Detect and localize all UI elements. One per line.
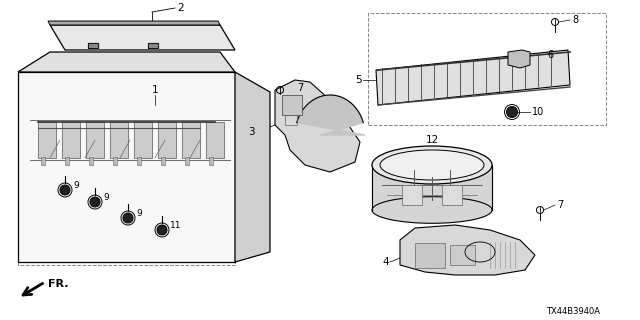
Bar (86, 122, 104, 158)
Text: TX44B3940A: TX44B3940A (546, 308, 600, 316)
Bar (62, 122, 80, 158)
Polygon shape (508, 50, 530, 68)
Circle shape (506, 107, 518, 117)
Bar (415, 243, 445, 268)
Text: 9: 9 (136, 209, 141, 218)
Bar (110, 122, 128, 158)
Text: 3: 3 (248, 127, 255, 137)
Text: 1: 1 (152, 85, 158, 95)
Polygon shape (297, 95, 365, 135)
Bar (41, 157, 45, 165)
Bar (209, 157, 213, 165)
Polygon shape (235, 72, 270, 262)
Polygon shape (275, 80, 360, 172)
Bar (113, 157, 117, 165)
Text: 9: 9 (103, 193, 109, 202)
Polygon shape (376, 50, 570, 105)
Bar (450, 245, 475, 265)
Bar (285, 115, 297, 125)
Text: 9: 9 (73, 180, 79, 189)
Polygon shape (18, 52, 235, 72)
Ellipse shape (372, 146, 492, 184)
Text: 11: 11 (170, 220, 182, 229)
Bar (402, 185, 422, 205)
Text: 2: 2 (177, 3, 184, 13)
Bar (65, 157, 69, 165)
Polygon shape (18, 72, 235, 262)
Polygon shape (400, 225, 535, 275)
Text: 8: 8 (572, 15, 578, 25)
Text: 4: 4 (382, 257, 388, 267)
Text: 5: 5 (355, 75, 362, 85)
Polygon shape (148, 43, 158, 48)
Circle shape (60, 185, 70, 195)
Circle shape (157, 225, 167, 235)
Text: 10: 10 (532, 107, 544, 117)
Text: 7: 7 (297, 83, 303, 93)
Circle shape (123, 213, 133, 223)
Ellipse shape (380, 150, 484, 180)
Text: 12: 12 (426, 135, 438, 145)
Text: 6: 6 (547, 50, 553, 60)
Bar (158, 122, 176, 158)
Polygon shape (50, 25, 235, 50)
Polygon shape (372, 165, 492, 210)
Bar (185, 157, 189, 165)
Bar (442, 185, 462, 205)
Polygon shape (88, 43, 98, 48)
Bar (161, 157, 165, 165)
Ellipse shape (372, 197, 492, 223)
Bar (206, 122, 224, 158)
Bar (368, 13, 606, 125)
Text: 7: 7 (557, 200, 563, 210)
Bar (137, 157, 141, 165)
Polygon shape (48, 21, 220, 25)
Bar (89, 157, 93, 165)
Bar (182, 122, 200, 158)
Text: FR.: FR. (48, 279, 68, 289)
Bar (38, 122, 56, 158)
Bar (282, 95, 302, 115)
Circle shape (90, 197, 100, 207)
Bar (134, 122, 152, 158)
